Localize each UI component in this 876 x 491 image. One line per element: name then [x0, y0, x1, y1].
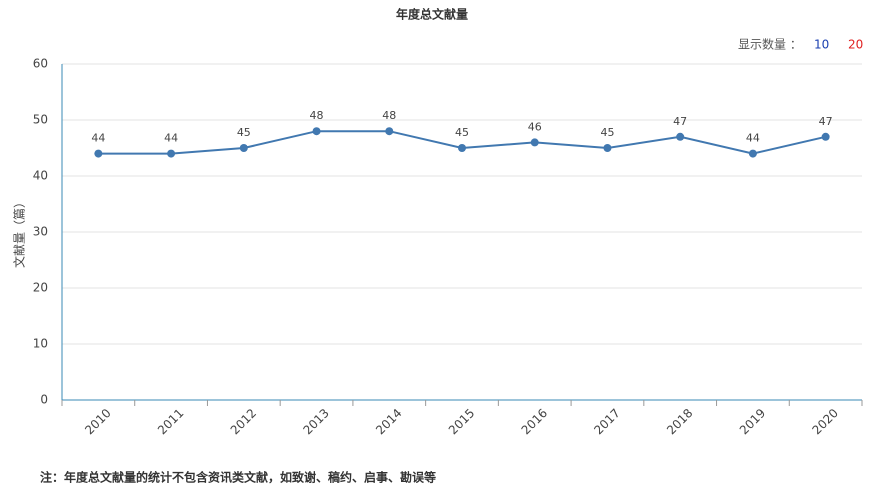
- x-tick-label: 2020: [810, 406, 841, 437]
- x-tick-label: 2012: [228, 406, 259, 437]
- point: [748, 149, 757, 158]
- point: [530, 138, 539, 147]
- chart-title: 年度总文献量: [396, 7, 468, 22]
- footnote: 注：年度总文献量的统计不包含资讯类文献，如致谢、稿约、启事、勘误等: [40, 470, 436, 485]
- point: [821, 132, 830, 141]
- data-label: 47: [819, 115, 833, 128]
- x-tick-label: 2019: [737, 406, 768, 437]
- point: [239, 144, 248, 152]
- y-tick-label: 20: [33, 281, 48, 295]
- point: [458, 144, 466, 152]
- data-label: 45: [455, 126, 469, 139]
- data-label: 48: [382, 109, 396, 122]
- y-tick-label: 50: [33, 113, 48, 127]
- x-tick-label: 2010: [82, 406, 113, 437]
- point: [676, 132, 685, 141]
- display-count-option[interactable]: 10: [814, 38, 829, 52]
- data-label: 44: [164, 132, 178, 145]
- point: [167, 149, 176, 158]
- x-tick-label: 2014: [373, 406, 404, 437]
- x-tick-label: 2018: [664, 406, 695, 437]
- data-label: 45: [600, 126, 614, 139]
- display-count-label: 显示数量 ：: [738, 37, 802, 52]
- data-label: 47: [673, 115, 687, 128]
- data-label: 45: [237, 126, 251, 139]
- y-tick-label: 0: [40, 393, 48, 407]
- x-tick-label: 2011: [155, 406, 186, 437]
- y-tick-label: 40: [33, 169, 48, 183]
- y-tick-label: 30: [33, 225, 48, 239]
- point: [94, 149, 103, 158]
- y-tick-label: 60: [33, 57, 48, 71]
- data-label: 46: [528, 120, 542, 133]
- y-axis-label: 文献量（篇）: [12, 196, 27, 268]
- x-tick-label: 2017: [591, 406, 622, 437]
- data-label: 48: [310, 109, 324, 122]
- data-label: 44: [746, 132, 760, 145]
- point: [312, 127, 321, 136]
- point: [385, 127, 394, 136]
- x-tick-label: 2016: [519, 406, 550, 437]
- y-tick-label: 10: [33, 337, 48, 351]
- data-label: 44: [91, 132, 105, 145]
- point: [603, 144, 612, 152]
- x-tick-label: 2015: [446, 406, 477, 437]
- display-count-option[interactable]: 20: [848, 38, 863, 52]
- x-tick-label: 2013: [300, 406, 331, 437]
